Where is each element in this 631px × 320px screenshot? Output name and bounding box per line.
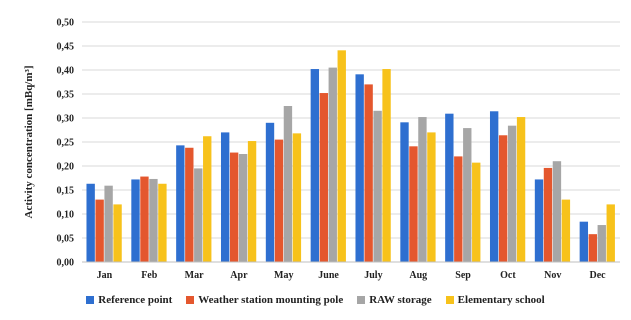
legend-item: Weather station mounting pole [186,294,343,306]
bar-reference-point-apr [220,132,230,262]
bar-weather-station-mounting-pole-july [364,84,373,263]
x-tick-label: Nov [544,270,561,281]
x-tick-label: May [274,270,293,281]
bar-raw-storage-feb [149,178,158,262]
bar-elementary-school-may [292,133,302,262]
x-tick-label: July [364,270,382,281]
legend-swatch [86,296,95,304]
bar-weather-station-mounting-pole-feb [140,176,149,262]
bar-weather-station-mounting-pole-oct [498,135,508,262]
y-tick-label: 0,30 [57,114,75,125]
bar-weather-station-mounting-pole-june [319,93,328,262]
bar-elementary-school-june [337,50,346,262]
legend-item: Elementary school [445,294,545,306]
x-tick-label: Jan [97,270,113,281]
bar-weather-station-mounting-pole-sep [454,156,463,262]
bar-chart: 0,00 0,05 0,10 0,15 0,20 0,25 0,30 0,35 0,40 0,45… [23,18,620,281]
x-tick-label: Aug [409,270,427,281]
bar-raw-storage-aug [418,117,427,262]
bar-reference-point-feb [131,179,140,262]
x-tick-label: Oct [500,270,516,281]
bar-weather-station-mounting-pole-mar [185,147,194,262]
bar-raw-storage-jan [104,185,113,262]
bar-reference-point-nov [534,179,544,262]
bar-raw-storage-oct [507,125,517,263]
y-axis-ticks: 0,00 0,05 0,10 0,15 0,20 0,25 0,30 0,35 0,40 0,45… [57,18,75,269]
bar-elementary-school-apr [247,141,257,262]
bar-weather-station-mounting-pole-apr [229,152,239,262]
bar-weather-station-mounting-pole-aug [409,146,418,262]
x-tick-label: Dec [590,270,607,281]
legend-swatch [357,296,366,304]
legend-item: RAW storage [357,294,432,306]
bar-reference-point-sep [445,113,454,263]
y-tick-label: 0,15 [57,186,75,197]
y-tick-label: 0,50 [57,18,75,29]
legend-item: Reference point [86,294,172,306]
bar-weather-station-mounting-pole-dec [588,234,597,262]
bar-reference-point-may [265,122,275,262]
bar-elementary-school-sep [472,162,481,262]
bar-raw-storage-sep [463,128,472,262]
bar-elementary-school-mar [203,136,212,262]
bar-elementary-school-dec [606,204,615,262]
y-tick-label: 0,10 [57,210,75,221]
x-tick-label: Feb [141,270,158,281]
legend-swatch [186,296,195,304]
bar-reference-point-mar [176,145,185,262]
bar-elementary-school-feb [158,183,167,262]
x-axis-ticks: Jan Feb Mar Apr May June July Aug Sep Oct Nov Dec [97,270,607,281]
bar-raw-storage-dec [597,225,606,262]
x-tick-label: Apr [230,270,248,281]
legend-swatch [445,296,454,304]
y-tick-label: 0,35 [57,90,75,101]
y-tick-label: 0,05 [57,234,75,245]
bar-weather-station-mounting-pole-nov [543,167,553,262]
bar-raw-storage-nov [552,161,562,262]
bar-raw-storage-june [328,67,337,262]
y-axis-title: Activity concentration [mBq/m³] [23,66,35,219]
gridlines [82,21,620,239]
bar-weather-station-mounting-pole-may [274,139,284,262]
bar-reference-point-aug [400,122,409,262]
y-tick-label: 0,25 [57,138,75,149]
legend-label: Weather station mounting pole [198,294,344,306]
y-tick-label: 0,40 [57,66,75,77]
bar-reference-point-jan [86,183,95,262]
legend-label: Reference point [98,294,173,306]
legend-label: Elementary school [457,294,545,306]
bar-reference-point-july [355,74,364,262]
bar-raw-storage-july [373,110,382,262]
bar-elementary-school-july [382,69,391,262]
legend-label: RAW storage [369,294,432,306]
bar-raw-storage-mar [194,168,203,262]
y-tick-label: 0,20 [57,162,75,173]
bar-reference-point-june [310,69,320,262]
x-tick-label: June [318,270,339,281]
bar-elementary-school-oct [516,117,526,262]
bar-reference-point-oct [489,111,499,262]
bar-elementary-school-jan [113,204,122,262]
bars [86,50,615,263]
x-tick-label: Sep [455,270,471,281]
bar-elementary-school-nov [561,199,571,262]
bar-raw-storage-apr [238,154,248,262]
y-tick-label: 0,45 [57,42,75,53]
bar-elementary-school-aug [427,132,436,262]
y-tick-label: 0,00 [57,258,75,269]
x-tick-label: Mar [185,270,204,281]
bar-raw-storage-may [283,106,293,262]
bar-reference-point-dec [579,221,589,262]
legend: Reference point Weather station mounting … [0,292,631,308]
bar-weather-station-mounting-pole-jan [95,199,104,262]
